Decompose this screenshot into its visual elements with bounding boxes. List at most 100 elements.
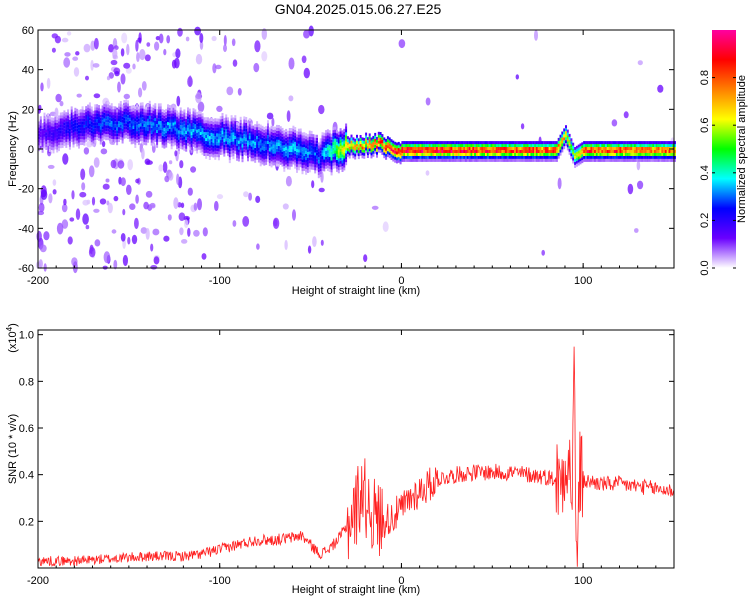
spectrogram-cell — [285, 149, 288, 153]
spectrogram-cell — [167, 131, 169, 134]
spectrogram-cell — [297, 128, 300, 132]
spectrogram-cell — [326, 159, 329, 162]
spectrogram-cell — [543, 158, 546, 162]
spectrogram-cell — [321, 144, 324, 148]
spectrogram-cell — [503, 155, 506, 159]
spectrogram-cell — [497, 150, 500, 153]
spectrogram-cell — [234, 118, 237, 122]
spectrogram-cell — [566, 135, 569, 139]
spectrogram-cell — [336, 165, 338, 169]
spectrogram-cell — [488, 155, 491, 159]
spectrogram-cell — [392, 146, 395, 150]
spectrogram-cell — [197, 129, 200, 132]
spectrogram-cell — [132, 128, 135, 132]
spectrogram-cell — [48, 116, 51, 120]
spectrogram-cell — [239, 134, 242, 138]
spectrogram-ytick-label: -60 — [18, 263, 34, 275]
spectrogram-cell — [172, 143, 175, 147]
spectrogram-cell — [630, 147, 633, 150]
spectrogram-cell — [398, 39, 406, 49]
spectrogram-cell — [128, 138, 131, 142]
spectrogram-cell — [130, 135, 133, 139]
spectrogram-ylabel: Frequency (Hz) — [7, 111, 19, 187]
spectrogram-cell — [167, 137, 169, 140]
spectrogram-cell — [43, 139, 46, 143]
spectrogram-cell — [172, 104, 175, 108]
spectrogram-cell — [78, 127, 80, 131]
spectrogram-cell — [299, 137, 302, 141]
spectrogram-cell — [288, 142, 291, 146]
spectrogram-cell — [485, 155, 487, 159]
spectrogram-cell — [261, 125, 264, 129]
spectrogram-cell — [177, 142, 180, 146]
spectrogram-cell — [136, 128, 139, 132]
spectrogram-cell — [99, 132, 102, 136]
spectrogram-cell — [416, 155, 418, 159]
spectrogram-cell — [185, 122, 188, 125]
spectrogram-cell — [619, 144, 622, 147]
spectrogram-cell — [163, 112, 166, 116]
spectrogram-cell — [296, 143, 298, 147]
spectrogram-cell — [459, 150, 462, 153]
spectrogram-cell — [257, 126, 260, 130]
spectrogram-cell — [406, 150, 409, 153]
spectrogram-cell — [168, 105, 171, 108]
spectrogram-cell — [196, 138, 199, 142]
spectrogram-cell — [446, 141, 449, 145]
spectrogram-cell — [672, 158, 675, 162]
spectrogram-cell — [121, 119, 124, 123]
spectrogram-cell — [485, 141, 487, 145]
spectrogram-cell — [214, 147, 217, 151]
spectrogram-cell — [586, 153, 589, 156]
spectrogram-cell — [286, 154, 289, 158]
spectrogram-cell — [110, 127, 113, 130]
spectrogram-cell — [134, 144, 137, 148]
spectrogram-cell — [325, 142, 328, 145]
spectrogram-cell — [70, 127, 73, 131]
spectrogram-cell — [290, 151, 293, 155]
spectrogram-cell — [199, 131, 202, 135]
spectrogram-cell — [479, 150, 482, 153]
spectrogram-cell — [112, 115, 115, 118]
spectrogram-cell — [483, 147, 486, 150]
spectrogram-xtick-label: 0 — [398, 275, 404, 287]
spectrogram-cell — [339, 163, 342, 167]
spectrogram-cell — [303, 67, 310, 79]
spectrogram-cell — [664, 144, 667, 147]
spectrogram-cell — [196, 144, 199, 148]
spectrogram-cell — [176, 173, 180, 185]
spectrogram-cell — [217, 148, 220, 152]
spectrogram-cell — [497, 144, 500, 147]
spectrogram-cell — [441, 153, 444, 156]
spectrogram-cell — [134, 109, 137, 113]
spectrogram-cell — [48, 142, 51, 146]
spectrogram-cell — [332, 136, 335, 139]
spectrogram-cell — [325, 148, 328, 151]
spectrogram-cell — [534, 155, 537, 159]
spectrogram-cell — [98, 134, 100, 138]
spectrogram-cell — [299, 149, 302, 153]
spectrogram-cell — [345, 129, 348, 133]
spectrogram-cell — [526, 150, 529, 153]
spectrogram-cell — [139, 49, 146, 61]
spectrogram-cell — [664, 158, 667, 162]
spectrogram-cell — [574, 158, 577, 162]
spectrogram-cell — [90, 40, 96, 51]
spectrogram-cell — [170, 113, 173, 117]
spectrogram-cell — [382, 221, 389, 232]
spectrogram-cell — [143, 112, 146, 116]
spectrogram-cell — [61, 124, 64, 128]
spectrogram-cell — [118, 139, 120, 142]
spectrogram-cell — [108, 72, 115, 79]
spectrogram-cell — [350, 134, 353, 138]
spectrogram-cell — [252, 152, 255, 156]
spectrogram-cell — [168, 171, 174, 181]
spectrogram-cell — [127, 136, 129, 139]
spectrogram-cell — [128, 120, 131, 124]
spectrogram-cell — [203, 117, 206, 121]
spectrogram-cell — [150, 142, 153, 146]
spectrogram-cell — [108, 117, 111, 121]
colorbar-gradient — [712, 30, 736, 268]
spectrogram-cell — [63, 134, 66, 138]
spectrogram-cell — [63, 57, 71, 68]
